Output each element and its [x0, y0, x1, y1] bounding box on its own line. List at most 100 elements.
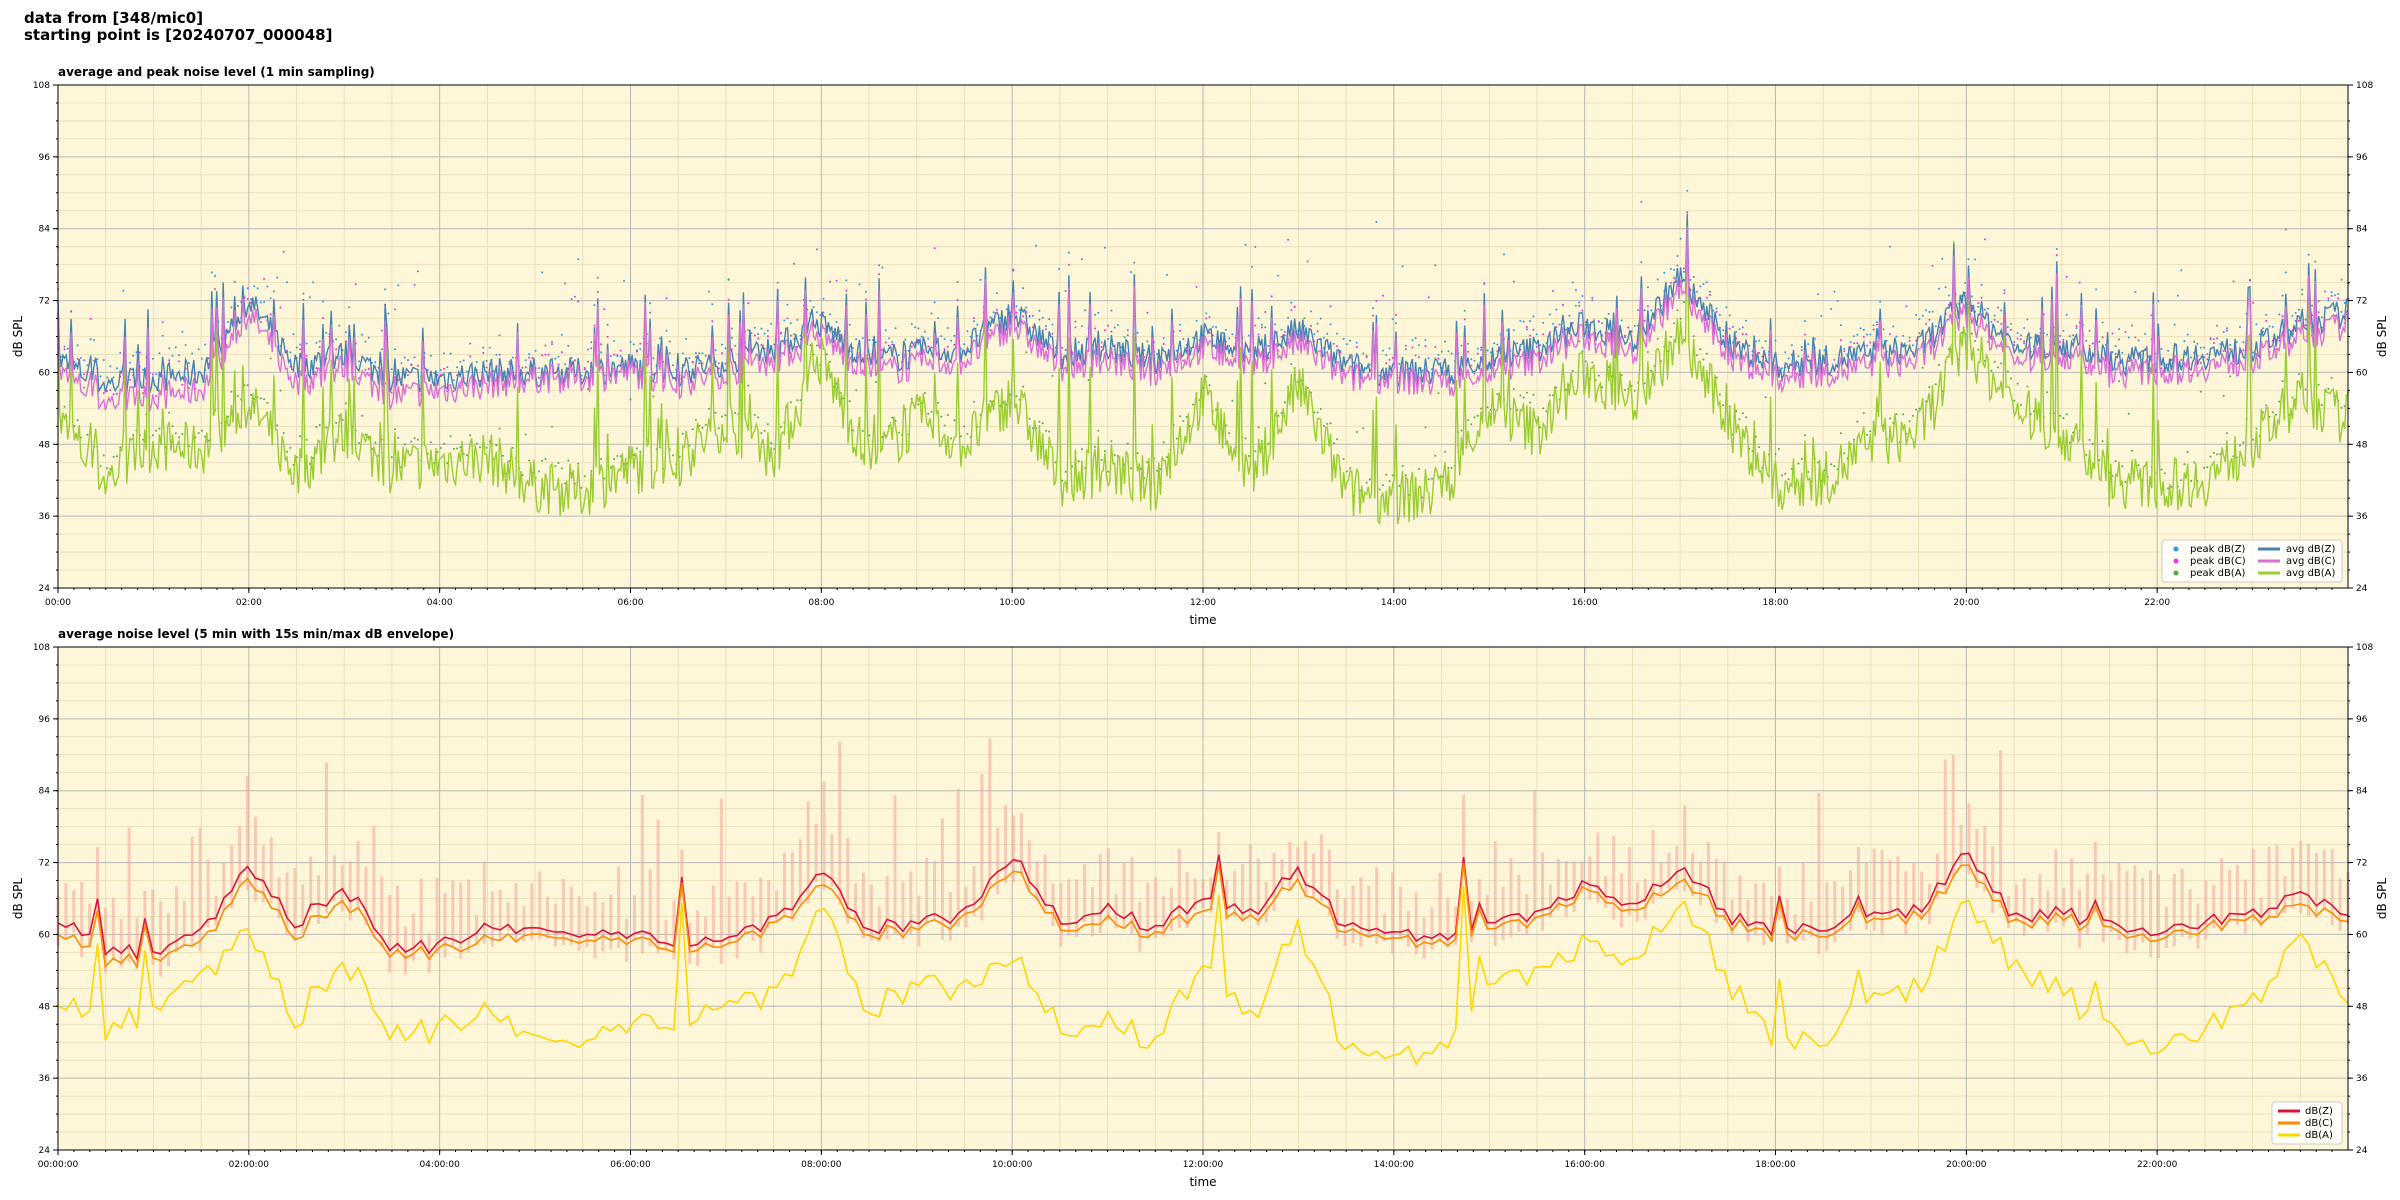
peak-point — [282, 250, 285, 253]
peak-point — [694, 356, 697, 359]
peak-point — [99, 375, 102, 378]
x-tick-label: 16:00 — [1572, 598, 1598, 608]
peak-point — [1280, 336, 1283, 338]
peak-point — [524, 359, 527, 362]
peak-point — [2026, 318, 2029, 321]
peak-point — [142, 368, 145, 371]
peak-point — [2085, 339, 2088, 342]
peak-point — [2203, 466, 2206, 469]
peak-point — [174, 379, 177, 382]
peak-point — [1718, 314, 1721, 316]
peak-point — [1274, 323, 1276, 326]
peak-point — [2101, 440, 2104, 443]
peak-point — [1529, 320, 1532, 323]
peak-point — [1388, 347, 1391, 350]
peak-point — [335, 421, 338, 424]
peak-point — [348, 306, 351, 309]
peak-point — [2160, 468, 2163, 471]
peak-point — [1113, 454, 1116, 457]
peak-point — [443, 367, 445, 370]
peak-point — [429, 354, 432, 357]
peak-point — [927, 412, 930, 415]
peak-point — [1476, 347, 1479, 350]
peak-point — [325, 331, 328, 334]
peak-point — [2114, 352, 2117, 355]
peak-point — [2127, 412, 2130, 415]
peak-point — [2304, 324, 2307, 327]
peak-point — [2072, 334, 2075, 337]
panel-title: average and peak noise level (1 min samp… — [58, 65, 375, 79]
peak-point — [665, 329, 668, 332]
peak-point — [426, 369, 429, 372]
peak-point — [1427, 478, 1430, 481]
peak-point — [1061, 346, 1064, 349]
peak-point — [2183, 340, 2186, 343]
peak-point — [1970, 295, 1973, 298]
series-line-avgdbc — [57, 225, 2349, 412]
peak-point — [2330, 294, 2333, 297]
y-tick-label: 24 — [39, 1146, 51, 1156]
peak-point — [2340, 278, 2343, 281]
peak-point — [1336, 438, 1339, 441]
peak-point — [1646, 305, 1649, 308]
peak-point — [2003, 289, 2006, 292]
series-line-dbz — [57, 852, 2349, 962]
peak-point — [1800, 346, 1803, 348]
peak-point — [2275, 413, 2277, 416]
peak-point — [1064, 349, 1067, 351]
peak-point — [855, 338, 858, 341]
peak-point — [868, 434, 871, 437]
peak-point — [672, 364, 674, 367]
peak-point — [1401, 265, 1404, 268]
peak-point — [1444, 450, 1447, 453]
peak-point — [1391, 318, 1394, 321]
peak-point — [289, 351, 292, 354]
peak-point — [2327, 299, 2330, 302]
peak-point — [1977, 348, 1980, 351]
peak-point — [2114, 345, 2117, 348]
peak-point — [266, 401, 269, 404]
peak-point — [1997, 366, 1999, 369]
peak-point — [1058, 267, 1061, 270]
peak-point — [485, 446, 488, 449]
peak-point — [887, 344, 890, 347]
peak-point — [1892, 325, 1895, 328]
peak-point — [1843, 350, 1846, 353]
peak-point — [557, 462, 560, 464]
peak-point — [1045, 429, 1047, 432]
y-tick-label-right: 84 — [2356, 225, 2368, 235]
peak-point — [384, 288, 387, 291]
peak-point — [1424, 339, 1427, 341]
peak-point — [1231, 333, 1234, 336]
peak-point — [1015, 311, 1018, 314]
peak-point — [1136, 355, 1139, 358]
peak-point — [760, 432, 763, 435]
peak-point — [236, 304, 239, 307]
peak-point — [1558, 323, 1561, 326]
peak-point — [1624, 334, 1626, 337]
peak-point — [439, 447, 442, 449]
peak-point — [2284, 271, 2287, 274]
peak-point — [413, 356, 416, 359]
peak-point — [1745, 333, 1748, 336]
peak-point — [322, 300, 324, 303]
peak-point — [1264, 326, 1267, 329]
peak-point — [1715, 310, 1718, 313]
peak-point — [299, 348, 302, 351]
peak-point — [138, 351, 141, 354]
peak-point — [2301, 293, 2304, 296]
peak-point — [1293, 305, 1296, 308]
peak-point — [1345, 470, 1348, 473]
peak-point — [2000, 309, 2003, 312]
peak-point — [1440, 350, 1443, 353]
peak-point — [1205, 375, 1208, 378]
peak-point — [1990, 320, 1993, 323]
legend-label: peak dB(C) — [2190, 556, 2246, 567]
peak-point — [528, 356, 531, 359]
peak-point — [1853, 335, 1855, 338]
peak-point — [1120, 346, 1123, 349]
peak-point — [1211, 326, 1214, 328]
peak-point — [1257, 317, 1260, 320]
peak-point — [305, 342, 308, 345]
peak-point — [1290, 363, 1293, 366]
